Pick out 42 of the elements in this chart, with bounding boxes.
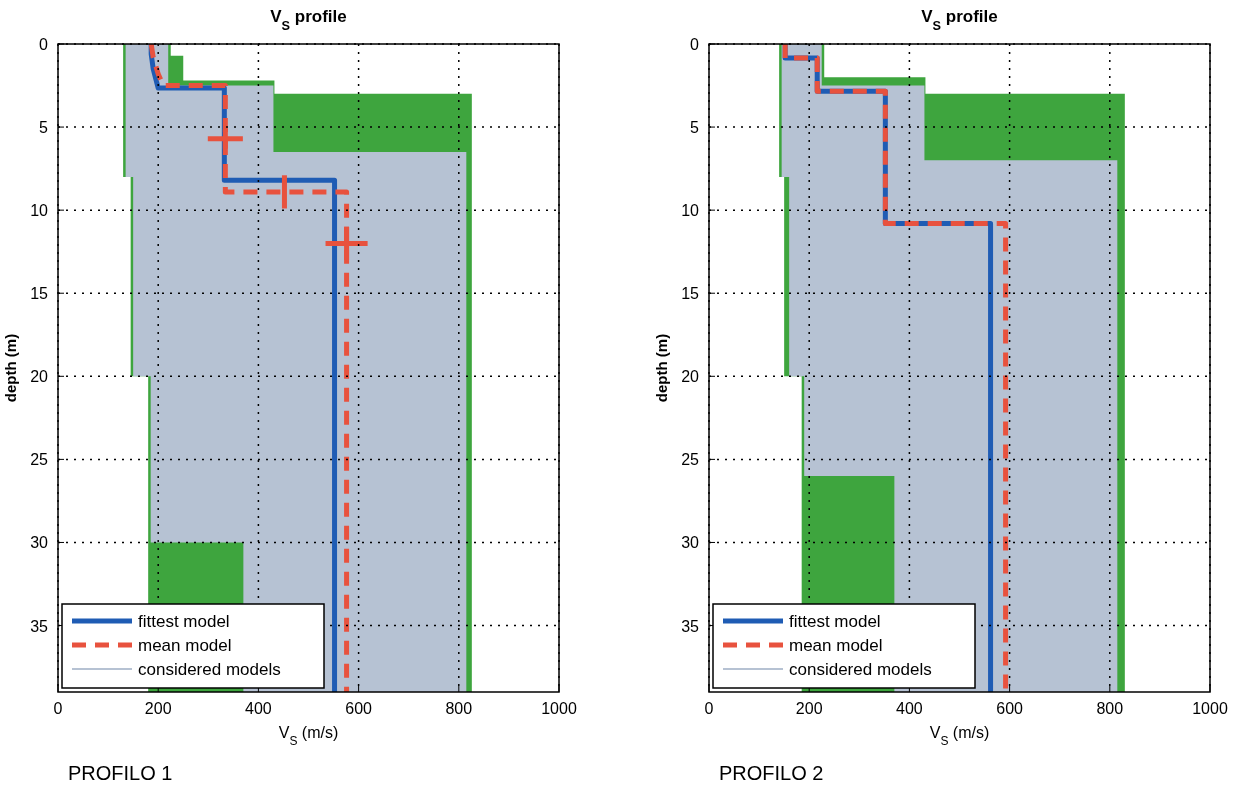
y-tick-label: 10: [30, 202, 49, 220]
x-tick-label: 0: [704, 700, 714, 717]
x-tick-label: 1000: [541, 700, 577, 717]
y-tick-label: 35: [681, 617, 700, 635]
y-tick-label: 10: [681, 202, 700, 220]
x-tick-label: 800: [1096, 700, 1124, 717]
x-tick-label: 1000: [1192, 700, 1228, 717]
y-tick-label: 5: [39, 119, 49, 137]
y-axis-title: depth (m): [653, 333, 670, 403]
y-tick-label: 30: [30, 534, 49, 552]
y-tick-label: 15: [681, 285, 700, 303]
y-tick-label: 0: [690, 36, 700, 53]
x-axis-title: V$_{S}$ (m/s): [929, 724, 990, 748]
x-tick-label: 400: [896, 700, 923, 717]
y-tick-label: 25: [681, 451, 700, 469]
chart-title: V$_{S}$ profile: [270, 7, 347, 33]
x-tick-label: 800: [445, 700, 473, 717]
y-tick-label: 35: [30, 617, 49, 635]
y-tick-label: 30: [681, 534, 700, 552]
x-tick-label: 200: [795, 700, 823, 717]
y-axis-title: depth (m): [2, 333, 19, 403]
y-tick-label: 20: [681, 368, 700, 386]
text: PROFILO 1: [68, 762, 173, 784]
y-tick-label: 15: [30, 285, 49, 303]
legend-label: fittest model: [138, 612, 230, 631]
x-axis-title: V$_{S}$ (m/s): [278, 724, 339, 748]
text: PROFILO 2: [719, 762, 824, 784]
x-tick-label: 600: [345, 700, 373, 717]
y-tick-label: 0: [39, 36, 49, 53]
x-tick-label: 0: [53, 700, 63, 717]
legend-label: considered models: [138, 660, 281, 679]
legend-label: fittest model: [789, 612, 881, 631]
legend-label: considered models: [789, 660, 932, 679]
y-tick-label: 5: [690, 119, 700, 137]
x-tick-label: 400: [245, 700, 272, 717]
x-tick-label: 200: [144, 700, 172, 717]
chart-title: V$_{S}$ profile: [921, 7, 998, 33]
y-tick-label: 25: [30, 451, 49, 469]
x-tick-label: 600: [996, 700, 1024, 717]
legend-label: mean model: [138, 636, 232, 655]
y-tick-label: 20: [30, 368, 49, 386]
legend-label: mean model: [789, 636, 883, 655]
